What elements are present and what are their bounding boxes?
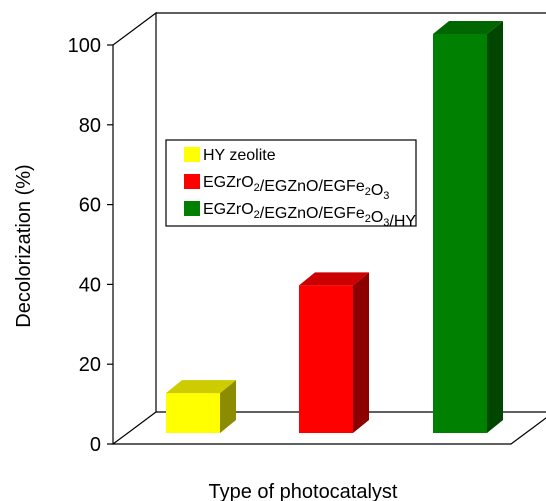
legend-box: [165, 139, 417, 227]
y-tick-label: 40: [79, 274, 101, 296]
y-tick-label: 0: [90, 434, 101, 456]
bar-side: [220, 380, 236, 433]
legend-swatch: [184, 201, 200, 216]
legend: HY zeolite EGZrO2/EGZnO/EGFe2O3EGZrO2/EGZ…: [165, 139, 417, 230]
bar-top: [433, 21, 503, 34]
bars: [166, 21, 503, 433]
y-tick-label: 60: [79, 195, 101, 217]
legend-label: HY zeolite: [203, 147, 276, 164]
legend-label: EGZrO2/EGZnO/EGFe2O3: [203, 174, 389, 202]
x-axis-label: Type of photocatalyst: [208, 481, 397, 501]
bar-3: [433, 21, 503, 433]
legend-swatch: [184, 174, 200, 189]
bar-1: [166, 380, 236, 433]
y-tick-label: 100: [68, 35, 101, 57]
bar-front: [166, 393, 220, 433]
bar-top: [299, 272, 369, 286]
y-axis: 0 20 40 60 80 100: [68, 35, 114, 456]
y-axis-label: Decolorization (%): [13, 164, 35, 327]
legend-label: EGZrO2/EGZnO/EGFe2O3/HY: [203, 201, 416, 230]
y-tick-label: 20: [79, 354, 101, 376]
bar-2: [299, 272, 369, 433]
y-tick-label: 80: [79, 115, 101, 137]
left-wall-edge: [112, 11, 157, 412]
bar-side: [353, 272, 369, 433]
bar-side: [487, 21, 503, 433]
back-wall-edge: [156, 12, 546, 14]
bar-front: [299, 285, 353, 433]
bar-top: [166, 380, 236, 394]
bar-front: [433, 34, 487, 433]
legend-swatch: [184, 147, 200, 162]
